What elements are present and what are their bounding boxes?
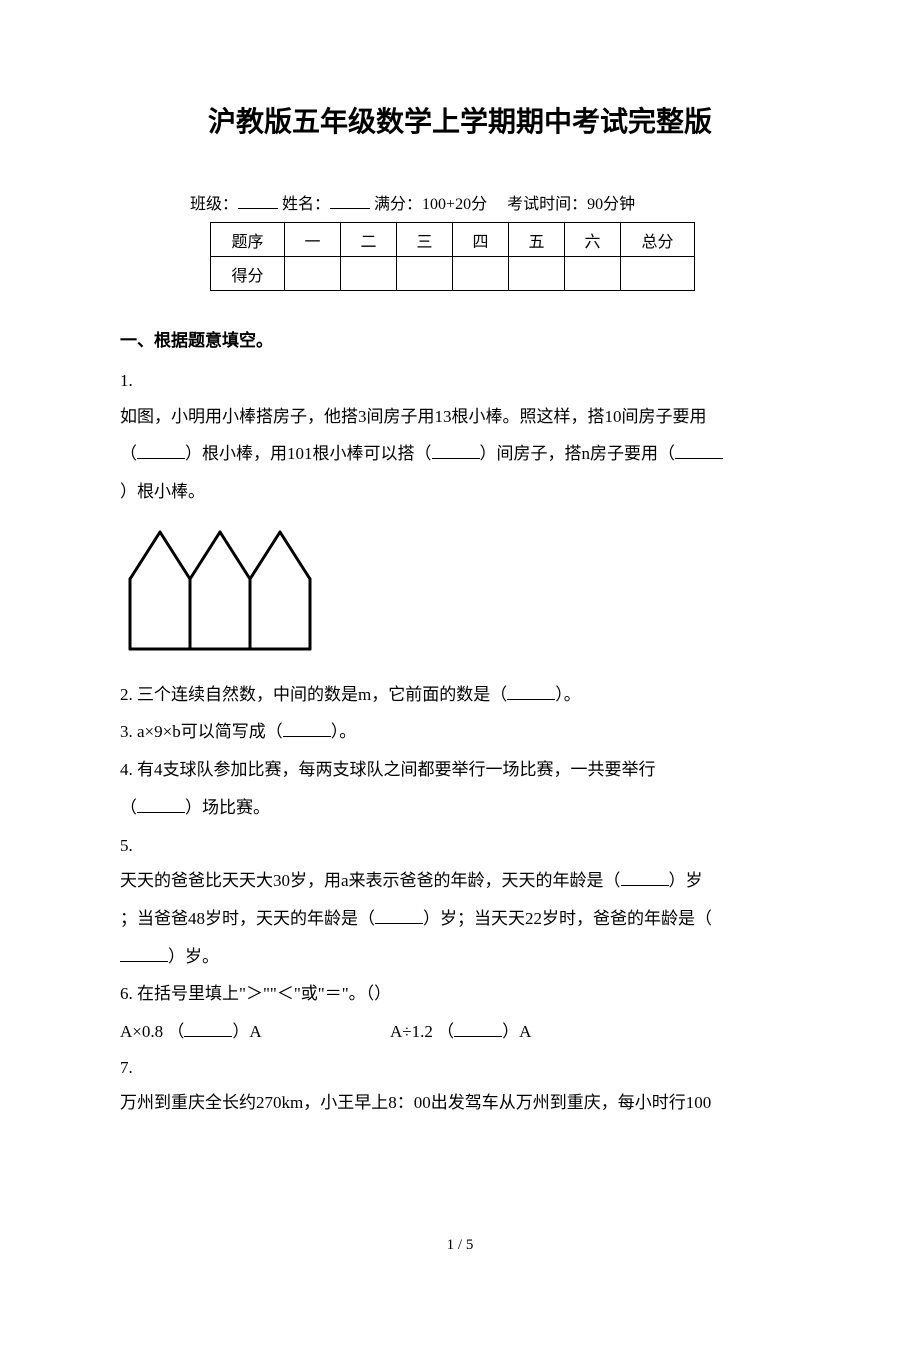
text-fragment: （: [120, 798, 137, 817]
question-number: 4.: [120, 760, 133, 779]
question-text: （ ）场比赛。: [120, 790, 800, 826]
table-cell-blank[interactable]: [509, 257, 565, 291]
question-text: 3. a×9×b可以简写成（ ）。: [120, 714, 800, 750]
text-fragment: A×0.8 （: [120, 1022, 184, 1041]
class-label: 班级：: [190, 196, 238, 213]
exam-info-line: 班级： 姓名： 满分：100+20分 考试时间：90分钟: [120, 190, 800, 214]
text-fragment: ）根小棒，用101根小棒可以搭（: [185, 444, 432, 463]
class-blank[interactable]: [238, 191, 278, 209]
table-cell-blank[interactable]: [621, 257, 695, 291]
document-title: 沪教版五年级数学上学期期中考试完整版: [120, 100, 800, 140]
fullmarks-value: 100+20分: [422, 196, 487, 213]
answer-blank[interactable]: [454, 1021, 502, 1037]
question-number: 2.: [120, 685, 133, 704]
houses-diagram: [120, 524, 320, 654]
text-fragment: ）岁: [669, 871, 703, 890]
question-text: 万州到重庆全长约270km，小王早上8：00出发驾车从万州到重庆，每小时行100: [120, 1085, 800, 1121]
name-label: 姓名：: [282, 196, 330, 213]
table-cell: 五: [509, 223, 565, 257]
table-cell: 六: [565, 223, 621, 257]
table-cell-blank[interactable]: [453, 257, 509, 291]
page-number: 1 / 5: [0, 1237, 920, 1254]
question-text: ）根小棒。: [120, 474, 800, 510]
text-fragment: A÷1.2 （: [390, 1022, 454, 1041]
answer-blank[interactable]: [375, 908, 423, 924]
table-cell-blank[interactable]: [341, 257, 397, 291]
text-fragment: 有4支球队参加比赛，每两支球队之间都要举行一场比赛，一共要举行: [137, 760, 656, 779]
text-fragment: ）A: [502, 1022, 531, 1041]
question-text: ；当爸爸48岁时，天天的年龄是（ ）岁；当天天22岁时，爸爸的年龄是（: [120, 901, 800, 937]
text-fragment: ）。: [555, 685, 581, 704]
text-fragment: 天天的爸爸比天天大30岁，用a来表示爸爸的年龄，天天的年龄是（: [120, 871, 621, 890]
question-number: 1.: [120, 363, 800, 399]
table-cell: 一: [285, 223, 341, 257]
text-fragment: ）间房子，搭n房子要用（: [480, 444, 676, 463]
text-fragment: （: [120, 444, 137, 463]
table-row: 题序 一 二 三 四 五 六 总分: [211, 223, 695, 257]
section-title: 一、根据题意填空。: [120, 326, 800, 351]
table-cell: 总分: [621, 223, 695, 257]
answer-blank[interactable]: [507, 684, 555, 700]
text-fragment: ）。: [331, 722, 357, 741]
question-text: （ ）根小棒，用101根小棒可以搭（ ）间房子，搭n房子要用（: [120, 436, 800, 472]
answer-blank[interactable]: [184, 1021, 232, 1037]
table-cell: 题序: [211, 223, 285, 257]
text-fragment: ）A: [232, 1022, 261, 1041]
question-number: 7.: [120, 1050, 800, 1086]
table-cell-blank[interactable]: [285, 257, 341, 291]
table-cell-blank[interactable]: [397, 257, 453, 291]
question-number: 3.: [120, 722, 133, 741]
text-fragment: 在括号里填上"＞""＜"或"＝"。（）: [137, 984, 391, 1003]
table-cell-blank[interactable]: [565, 257, 621, 291]
text-fragment: a×9×b可以简写成（: [137, 722, 283, 741]
text-fragment: 三个连续自然数，中间的数是m，它前面的数是（: [137, 685, 507, 704]
answer-blank[interactable]: [432, 443, 480, 459]
time-label: 考试时间：: [507, 196, 587, 213]
score-table: 题序 一 二 三 四 五 六 总分 得分: [210, 222, 695, 291]
question-text: 6. 在括号里填上"＞""＜"或"＝"。（）: [120, 976, 800, 1012]
comparison-item: A÷1.2 （ ）A: [390, 1014, 531, 1050]
time-value: 90分钟: [587, 196, 635, 213]
text-fragment: ；当爸爸48岁时，天天的年龄是（: [120, 909, 375, 928]
text-fragment: ）场比赛。: [185, 798, 270, 817]
text-fragment: ）岁。: [168, 947, 219, 966]
table-cell: 二: [341, 223, 397, 257]
answer-blank[interactable]: [137, 797, 185, 813]
answer-blank[interactable]: [120, 946, 168, 962]
comparison-item: A×0.8 （ ）A: [120, 1014, 390, 1050]
question-text: ）岁。: [120, 939, 800, 975]
fullmarks-label: 满分：: [374, 196, 422, 213]
question-number: 6.: [120, 984, 133, 1003]
table-row: 得分: [211, 257, 695, 291]
question-number: 5.: [120, 828, 800, 864]
answer-blank[interactable]: [675, 443, 723, 459]
table-cell: 三: [397, 223, 453, 257]
text-fragment: ）岁；当天天22岁时，爸爸的年龄是（: [423, 909, 712, 928]
name-blank[interactable]: [330, 191, 370, 209]
question-text: 2. 三个连续自然数，中间的数是m，它前面的数是（ ）。: [120, 677, 800, 713]
answer-blank[interactable]: [621, 870, 669, 886]
comparison-row: A×0.8 （ ）A A÷1.2 （ ）A: [120, 1014, 800, 1050]
table-cell: 得分: [211, 257, 285, 291]
answer-blank[interactable]: [137, 443, 185, 459]
answer-blank[interactable]: [283, 721, 331, 737]
question-text: 天天的爸爸比天天大30岁，用a来表示爸爸的年龄，天天的年龄是（ ）岁: [120, 863, 800, 899]
table-cell: 四: [453, 223, 509, 257]
question-text: 如图，小明用小棒搭房子，他搭3间房子用13根小棒。照这样，搭10间房子要用: [120, 399, 800, 435]
question-text: 4. 有4支球队参加比赛，每两支球队之间都要举行一场比赛，一共要举行: [120, 752, 800, 788]
